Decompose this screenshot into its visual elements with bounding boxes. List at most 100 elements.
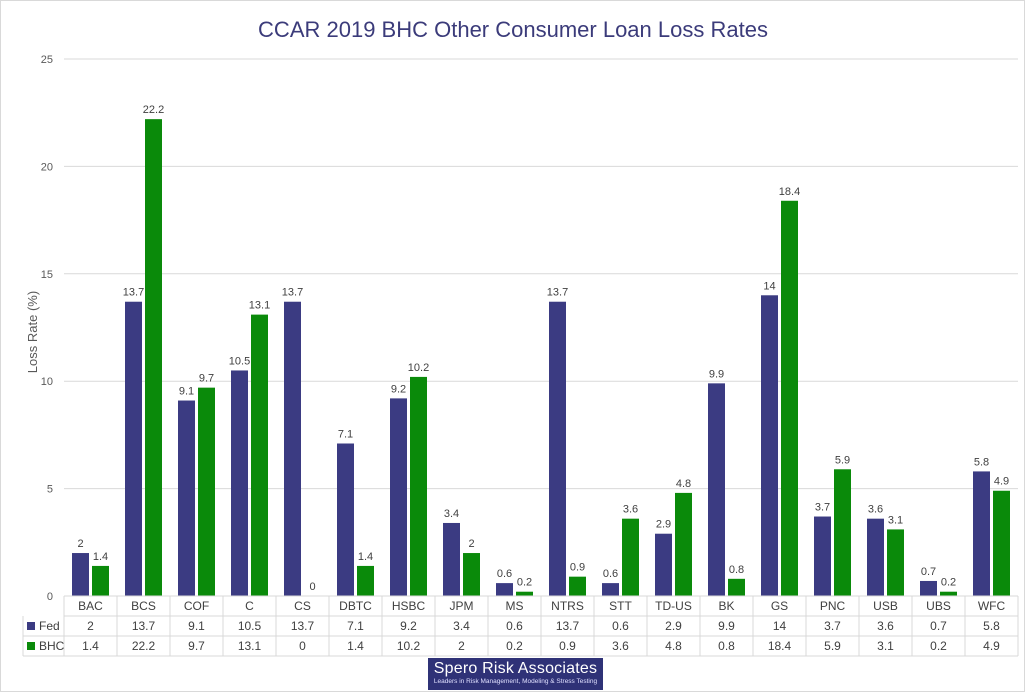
table-cell: 5.9 [824, 639, 841, 653]
table-cell: 10.2 [397, 639, 421, 653]
data-label: 5.8 [974, 456, 989, 468]
logo-tagline: Leaders in Risk Management, Modeling & S… [433, 678, 598, 685]
table-cell: 0.2 [506, 639, 523, 653]
bar-fed-ms [496, 583, 513, 596]
category-label: BK [718, 599, 734, 613]
table-cell: 0 [299, 639, 306, 653]
y-axis-label: Loss Rate (%) [25, 291, 40, 373]
table-cell: 5.8 [983, 619, 1000, 633]
data-label: 13.7 [123, 287, 144, 299]
data-label: 13.1 [249, 300, 270, 312]
category-label: UBS [926, 599, 951, 613]
data-label: 3.7 [815, 502, 830, 514]
table-cell: 3.7 [824, 619, 841, 633]
bar-bhc-td-us [675, 492, 692, 596]
bars [72, 119, 1010, 597]
table-cell: 9.2 [400, 619, 417, 633]
bar-bhc-stt [622, 518, 639, 596]
category-label: CS [294, 599, 311, 613]
data-label: 3.6 [623, 504, 638, 516]
table-cell: 0.7 [930, 619, 947, 633]
bar-fed-hsbc [390, 398, 407, 596]
bar-fed-usb [867, 518, 884, 596]
data-label: 0 [309, 581, 315, 593]
data-table: BAC BCS COF C CS DBTC HSBC JPM MS NTRS STT TD-US BK G… [22, 595, 1019, 657]
data-label: 2.9 [656, 519, 671, 531]
table-cell: 18.4 [768, 639, 792, 653]
table-cell: 13.7 [556, 619, 580, 633]
bar-fed-stt [602, 583, 619, 596]
logo-name: Spero Risk Associates [433, 660, 598, 677]
bar-bhc-bcs [145, 119, 162, 597]
bar-bhc-bk [728, 578, 745, 596]
table-cell: 1.4 [347, 639, 364, 653]
data-label: 10.2 [408, 362, 429, 374]
data-label: 22.2 [143, 104, 164, 116]
table-cell: 0.9 [559, 639, 576, 653]
bar-fed-bcs [125, 301, 142, 596]
bar-bhc-c [251, 314, 268, 596]
data-label: 2 [77, 538, 83, 550]
data-label: 13.7 [547, 287, 568, 299]
table-cell: 13.1 [238, 639, 262, 653]
data-label: 9.1 [179, 386, 194, 398]
spero-logo: Spero Risk Associates Leaders in Risk Ma… [428, 658, 603, 690]
table-cell: 10.5 [238, 619, 262, 633]
data-label: 10.5 [229, 355, 250, 367]
table-cell: 2 [87, 619, 94, 633]
data-label: 4.8 [676, 478, 691, 490]
bar-fed-cof [178, 400, 195, 596]
y-tick-label: 10 [41, 376, 53, 388]
category-label: STT [609, 599, 632, 613]
legend-key-bhc [27, 642, 35, 650]
category-label: WFC [978, 599, 1006, 613]
category-label: USB [873, 599, 898, 613]
bar-fed-bk [708, 383, 725, 596]
bar-fed-ntrs [549, 301, 566, 596]
category-label: C [245, 599, 254, 613]
legend-key-fed [27, 622, 35, 630]
y-axis-ticks: 0 5 10 15 20 25 [41, 54, 53, 603]
data-label: 5.9 [835, 454, 850, 466]
category-label: PNC [820, 599, 846, 613]
data-label: 0.6 [603, 568, 618, 580]
data-label: 7.1 [338, 428, 353, 440]
data-label: 14 [763, 280, 775, 292]
bar-bhc-bac [92, 565, 109, 596]
table-cell: 4.9 [983, 639, 1000, 653]
table-cell: 1.4 [82, 639, 99, 653]
bar-bhc-ubs [940, 591, 957, 596]
table-cell: 3.6 [877, 619, 894, 633]
y-tick-label: 25 [41, 54, 53, 66]
data-label: 3.1 [888, 514, 903, 526]
bar-fed-dbtc [337, 443, 354, 596]
data-label: 9.7 [199, 373, 214, 385]
table-cell: 0.2 [930, 639, 947, 653]
y-tick-label: 15 [41, 269, 53, 281]
bar-fed-wfc [973, 471, 990, 596]
category-label: BAC [78, 599, 103, 613]
table-cell: 3.4 [453, 619, 470, 633]
bar-bhc-gs [781, 200, 798, 596]
table-cell: 2 [458, 639, 465, 653]
data-label: 0.9 [570, 562, 585, 574]
bar-bhc-hsbc [410, 376, 427, 596]
data-label: 1.4 [358, 551, 373, 563]
bar-bhc-usb [887, 529, 904, 596]
table-cell: 0.6 [612, 619, 629, 633]
data-label: 9.9 [709, 368, 724, 380]
bar-fed-td-us [655, 533, 672, 596]
chart-title: CCAR 2019 BHC Other Consumer Loan Loss R… [258, 17, 768, 42]
table-cell: 4.8 [665, 639, 682, 653]
legend-label-fed: Fed [39, 619, 60, 633]
bar-fed-ubs [920, 580, 937, 596]
data-label: 13.7 [282, 287, 303, 299]
category-label: TD-US [655, 599, 692, 613]
category-label: NTRS [551, 599, 584, 613]
data-label: 3.6 [868, 504, 883, 516]
bar-bhc-cof [198, 387, 215, 596]
table-cell: 13.7 [291, 619, 315, 633]
data-label: 0.8 [729, 564, 744, 576]
data-label: 4.9 [994, 476, 1009, 488]
category-label: MS [506, 599, 524, 613]
